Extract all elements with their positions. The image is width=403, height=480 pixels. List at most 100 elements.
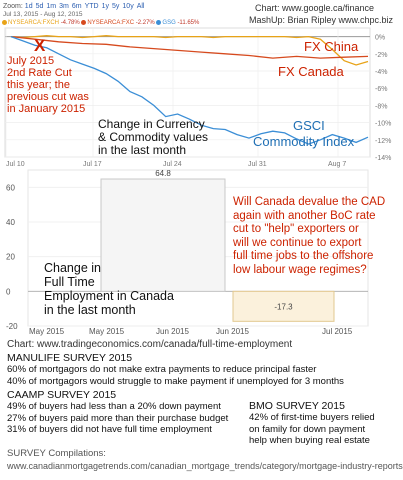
zoom-10y[interactable]: 10y	[122, 3, 134, 10]
line-chart-grid	[4, 27, 371, 158]
chart-credit: Chart: www.google.ca/finance	[255, 3, 375, 13]
manulife-title: MANULIFE SURVEY 2015	[7, 352, 133, 364]
question-line: Will Canada devalue the CAD	[233, 196, 386, 208]
change-note-line: in the last month	[98, 143, 187, 157]
series-line-nysearca-fxch	[10, 35, 369, 66]
gsci-label-line: GSCI	[293, 118, 325, 133]
zoom-6m[interactable]: 6m	[71, 3, 82, 10]
legend-item-fxc: NYSEARCA:FXC -2.27%	[81, 20, 155, 27]
question-note: Will Canada devalue the CAD again with a…	[233, 196, 385, 277]
employment-source: Chart: www.tradingeconomics.com/canada/f…	[7, 339, 293, 350]
employment-bar-chart: 60 40 20 0 -20 May 2015 May 2015 Jun 2015 Jun 20…	[6, 169, 369, 336]
bar-x-tick-label: May 2015	[89, 327, 125, 336]
zoom-5d[interactable]: 5d	[35, 3, 44, 10]
rate-cut-marker: X	[34, 36, 46, 55]
rate-cut-line: July 2015	[7, 55, 55, 67]
survey-compilations-link[interactable]: www.canadianmortgagetrends.com/canadian_…	[7, 461, 403, 471]
caamp-line: 49% of buyers had less than a 20% down p…	[7, 401, 221, 412]
bar-value-label: -17.3	[274, 302, 293, 311]
employment-note-line: Change in	[44, 261, 101, 275]
caamp-line: 27% of buyers paid more than their purch…	[7, 412, 229, 424]
employment-bar	[232, 290, 335, 322]
zoom-ytd[interactable]: YTD	[84, 3, 99, 10]
manulife-line: 60% of mortgagors do not make extra paym…	[7, 364, 317, 375]
legend-item-fxch: NYSEARCA:FXCH -4.78%	[2, 20, 80, 26]
employment-note-line: Full Time	[44, 275, 95, 289]
bar-x-tick-label: Jul 2015	[322, 327, 353, 336]
rate-cut-line: 2nd Rate Cut	[7, 67, 72, 79]
y-tick-label: -12%	[375, 138, 391, 145]
legend-name: NYSEARCA:FXCH	[8, 20, 60, 27]
x-tick-label: Jul 31	[248, 161, 267, 168]
rate-cut-line: this year; the	[7, 79, 70, 91]
legend-change: -4.78%	[60, 20, 80, 27]
legend-dot-icon	[2, 20, 7, 25]
employment-bar	[100, 178, 226, 292]
employment-note-line: Employment in Canada	[44, 289, 174, 303]
change-note-line: & Commodity values	[98, 130, 209, 144]
gsci-label-line: Commodity Index	[253, 134, 355, 149]
legend-item-gsg: GSG -11.65%	[156, 20, 199, 26]
mashup-credit: MashUp: Brian Ripley www.chpc.biz	[249, 15, 394, 25]
bmo-title: BMO SURVEY 2015	[249, 400, 345, 412]
line-chart-ticks: 0% -2% -4% -6% -8% -10% -12% -14% Jul 10 Jul 17 Ju…	[6, 35, 391, 168]
chart-legend: NYSEARCA:FXCH -4.78% NYSEARCA:FXC -2.27%…	[2, 20, 199, 26]
y-tick-label: -10%	[375, 121, 391, 128]
caamp-survey: CAAMP SURVEY 2015 49% of buyers had less…	[7, 389, 228, 436]
bmo-line: help when buying real estate	[249, 435, 370, 446]
bmo-line: 42% of first-time buyers relied	[249, 412, 375, 423]
zoom-1m[interactable]: 1m	[46, 3, 57, 10]
question-line: full time jobs to the offshore	[233, 250, 374, 262]
zoom-1d[interactable]: 1d	[24, 3, 33, 10]
x-tick-label: Jul 10	[6, 161, 25, 168]
rate-cut-note: July 2015 2nd Rate Cut this year; the pr…	[7, 55, 89, 115]
legend-name: GSG	[162, 20, 176, 27]
change-note-line: Change in Currency	[98, 117, 205, 131]
question-line: low labour wage regimes?	[233, 263, 367, 276]
x-tick-label: Jul 24	[163, 161, 182, 168]
bar-x-tick-label: Jun 2015	[156, 327, 189, 336]
survey-compilations-label: SURVEY Compilations:	[7, 448, 106, 459]
legend-change: -2.27%	[135, 20, 155, 27]
zoom-1y[interactable]: 1y	[101, 3, 109, 10]
question-line: cut to "help" exporters or	[233, 223, 359, 235]
bar-y-tick-label: 0	[6, 287, 11, 296]
fx-china-label: FX China	[304, 39, 359, 54]
date-range: Jul 13, 2015 - Aug 12, 2015	[3, 11, 83, 18]
employment-note: Change in Full Time Employment in Canada…	[44, 261, 174, 317]
bar-value-label: 64.8	[155, 169, 171, 178]
zoom-3m[interactable]: 3m	[59, 3, 69, 10]
legend-dot-icon	[156, 20, 162, 25]
y-tick-label: 0%	[375, 35, 385, 42]
y-tick-label: -14%	[375, 155, 391, 162]
rate-cut-line: previous cut was	[7, 91, 89, 103]
employment-note-line: in the last month	[44, 303, 136, 317]
series-line-nysearca-fxc	[10, 35, 369, 59]
bar-y-tick-label: 60	[6, 183, 15, 192]
y-tick-label: -6%	[375, 86, 387, 93]
fx-canada-label: FX Canada	[278, 64, 344, 79]
zoom-bar: Zoom: 1d 5d 1m 3m 6m YTD 1y 5y 10y All	[3, 3, 147, 10]
y-tick-label: -2%	[375, 52, 387, 59]
bar-y-tick-label: 40	[6, 218, 15, 227]
legend-change: -11.65%	[177, 20, 200, 27]
y-tick-label: -4%	[375, 69, 387, 76]
question-line: will we continue to export	[233, 236, 362, 249]
legend-dot-icon	[81, 20, 87, 25]
x-tick-label: Jul 17	[83, 161, 102, 168]
bar-x-tick-label: May 2015	[29, 327, 65, 336]
line-chart-series	[10, 35, 369, 145]
caamp-line: 31% of buyers did not have full time emp…	[7, 424, 212, 435]
zoom-5y[interactable]: 5y	[112, 3, 120, 10]
caamp-title: CAAMP SURVEY 2015	[7, 389, 117, 401]
bmo-line: on family for down payment	[249, 423, 366, 435]
series-line-gsg	[10, 35, 369, 145]
zoom-all[interactable]: All	[136, 3, 145, 10]
x-tick-label: Aug 7	[328, 161, 346, 168]
manulife-survey: MANULIFE SURVEY 2015 60% of mortgagors d…	[7, 352, 344, 387]
bmo-survey: BMO SURVEY 2015 42% of first-time buyers…	[249, 400, 375, 447]
legend-name: NYSEARCA:FXC	[87, 20, 135, 27]
question-line: again with another BoC rate	[233, 209, 376, 222]
bar-y-tick-label: 20	[6, 253, 15, 262]
